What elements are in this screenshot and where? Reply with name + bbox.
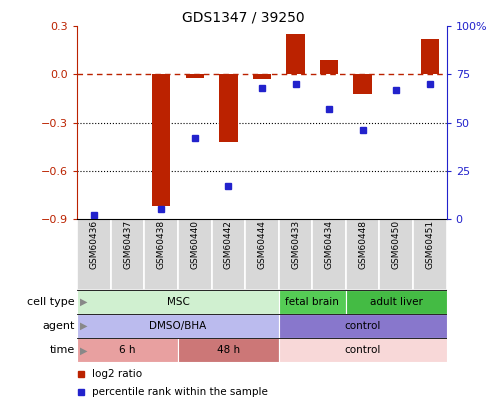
Bar bbox=[77, 314, 279, 338]
Bar bbox=[379, 219, 413, 290]
Text: percentile rank within the sample: percentile rank within the sample bbox=[92, 387, 268, 396]
Bar bbox=[77, 338, 178, 362]
Bar bbox=[353, 75, 372, 94]
Text: GSM60448: GSM60448 bbox=[358, 220, 367, 269]
Bar bbox=[111, 219, 145, 290]
Bar bbox=[346, 290, 447, 314]
Bar bbox=[346, 219, 379, 290]
Text: GSM60442: GSM60442 bbox=[224, 220, 233, 269]
Text: 6 h: 6 h bbox=[119, 345, 136, 355]
Text: GDS1347 / 39250: GDS1347 / 39250 bbox=[182, 10, 305, 24]
Bar bbox=[77, 290, 279, 314]
Text: agent: agent bbox=[42, 321, 75, 331]
Text: ▶: ▶ bbox=[80, 297, 87, 307]
Text: cell type: cell type bbox=[27, 297, 75, 307]
Text: ▶: ▶ bbox=[80, 321, 87, 331]
Bar bbox=[413, 219, 447, 290]
Text: MSC: MSC bbox=[167, 297, 190, 307]
Text: GSM60451: GSM60451 bbox=[425, 220, 434, 269]
Bar bbox=[279, 219, 312, 290]
Bar bbox=[286, 34, 305, 75]
Bar bbox=[145, 219, 178, 290]
Text: control: control bbox=[344, 321, 381, 331]
Text: adult liver: adult liver bbox=[370, 297, 423, 307]
Text: GSM60433: GSM60433 bbox=[291, 220, 300, 269]
Text: ▶: ▶ bbox=[80, 345, 87, 355]
Text: GSM60438: GSM60438 bbox=[157, 220, 166, 269]
Bar bbox=[279, 290, 346, 314]
Bar bbox=[421, 39, 439, 75]
Bar bbox=[152, 75, 171, 206]
Text: 48 h: 48 h bbox=[217, 345, 240, 355]
Text: log2 ratio: log2 ratio bbox=[92, 369, 142, 379]
Bar bbox=[245, 219, 279, 290]
Text: GSM60444: GSM60444 bbox=[257, 220, 266, 269]
Bar bbox=[312, 219, 346, 290]
Text: GSM60437: GSM60437 bbox=[123, 220, 132, 269]
Bar bbox=[279, 314, 447, 338]
Bar bbox=[77, 219, 111, 290]
Text: time: time bbox=[49, 345, 75, 355]
Text: control: control bbox=[344, 345, 381, 355]
Bar bbox=[178, 338, 279, 362]
Text: GSM60434: GSM60434 bbox=[325, 220, 334, 269]
Bar bbox=[279, 338, 447, 362]
Text: GSM60440: GSM60440 bbox=[190, 220, 199, 269]
Text: GSM60450: GSM60450 bbox=[392, 220, 401, 269]
Bar bbox=[212, 219, 245, 290]
Bar bbox=[219, 75, 238, 142]
Text: fetal brain: fetal brain bbox=[285, 297, 339, 307]
Bar bbox=[252, 75, 271, 79]
Bar bbox=[178, 219, 212, 290]
Bar bbox=[186, 75, 204, 78]
Bar bbox=[320, 60, 338, 75]
Text: GSM60436: GSM60436 bbox=[90, 220, 99, 269]
Text: DMSO/BHA: DMSO/BHA bbox=[149, 321, 207, 331]
